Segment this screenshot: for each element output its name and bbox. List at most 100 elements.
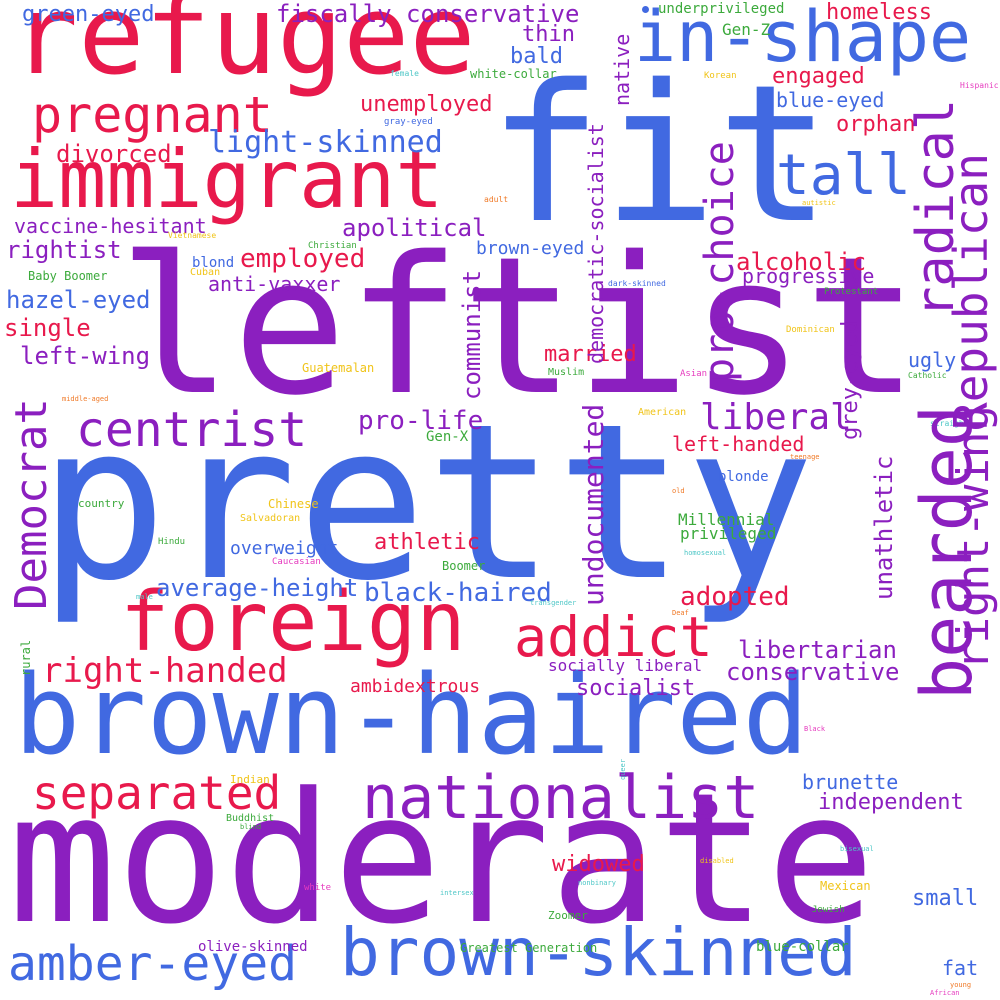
word-athletic: athletic (374, 530, 480, 555)
word-adult: adult (484, 195, 509, 204)
word-socially-liberal: socially liberal (548, 656, 703, 675)
word-country: country (78, 497, 125, 510)
word-unathletic: unathletic (870, 455, 898, 601)
word-foreign: foreign (120, 575, 466, 670)
word-hispanic: Hispanic (960, 81, 999, 90)
word-communist: communist (458, 269, 486, 400)
word-anti-vaxxer: anti-vaxxer (208, 272, 341, 296)
word-married: married (544, 342, 637, 367)
word-dominican: Dominican (786, 325, 835, 335)
word-socialist: socialist (576, 676, 696, 701)
word-bald: bald (510, 44, 563, 69)
word-overweight: overweight (230, 538, 339, 559)
word-centrist: centrist (76, 402, 308, 458)
word-muslim: Muslim (548, 367, 585, 378)
word-nationalist: nationalist (362, 763, 760, 833)
word-native: native (610, 33, 634, 106)
word-autistic: autistic (802, 199, 836, 207)
word-pro-choice: pro-choice (697, 141, 743, 382)
word-blue-collar: blue-collar (756, 939, 849, 955)
word-separated: separated (32, 766, 282, 820)
word-white-collar: white-collar (470, 67, 557, 81)
word-middle-aged: middle-aged (62, 395, 109, 403)
word-male: male (136, 593, 153, 601)
word-indian: Indian (230, 773, 270, 786)
word-adopted: adopted (680, 582, 790, 612)
word-average-height: average-height (156, 574, 359, 602)
word-african: African (930, 989, 960, 997)
word-ambidextrous: ambidextrous (350, 676, 481, 697)
word-teenage: teenage (790, 453, 820, 461)
word-old: old (672, 487, 685, 495)
word-american: American (638, 407, 687, 418)
word-brunette: brunette (802, 770, 899, 794)
word-disabled: disabled (700, 857, 734, 865)
word-buddhist: Buddhist (226, 813, 275, 824)
word-jewish: Jewish (812, 905, 845, 915)
word-young: young (950, 981, 972, 989)
word-cuban: Cuban (190, 267, 221, 278)
word-refugee: refugee (12, 0, 476, 99)
word-brown-eyed: brown-eyed (476, 238, 585, 259)
word-black-haired: black-haired (364, 578, 552, 608)
word-rural: rural (19, 639, 33, 676)
word-gen-x: Gen-X (426, 429, 469, 445)
word-hazel-eyed: hazel-eyed (6, 286, 151, 314)
word-pregnant: pregnant (32, 86, 273, 144)
word-dark-skinned: dark-skinned (608, 279, 666, 288)
word-rightist: rightist (6, 236, 122, 264)
word-democratic-socialist: democratic-socialist (584, 123, 608, 364)
word-light-skinned: light-skinned (208, 125, 443, 160)
word-intersex: intersex (440, 889, 474, 897)
word-single: single (4, 314, 91, 342)
word-conservative: conservative (726, 658, 900, 686)
word-female: female (390, 69, 419, 78)
word-ugly: ugly (908, 348, 957, 372)
word-black: Black (804, 725, 826, 733)
word-privileged: privileged (680, 524, 777, 543)
word-blond: blond (192, 255, 235, 271)
word-tall: tall (776, 143, 911, 208)
word-hindu: Hindu (158, 537, 186, 547)
word-salvadoran: Salvadoran (240, 513, 301, 524)
word-in-shape: in-shape (634, 0, 972, 78)
word-fat: fat (942, 956, 979, 980)
word-gen-z: Gen-Z (722, 20, 771, 39)
word-protestant: Protestant (824, 287, 879, 297)
word-orphan: orphan (836, 112, 916, 137)
word-blonde: blonde (718, 469, 769, 485)
word-right-wing: right-wing (948, 405, 999, 670)
word-blind: blind (240, 823, 262, 831)
word-engaged: engaged (772, 64, 865, 89)
word-gray-eyed: gray-eyed (384, 117, 433, 127)
word-progressive: progressive (742, 264, 875, 288)
word-fiscally-conservative: fiscally conservative (276, 0, 580, 28)
word-small: small (912, 886, 979, 911)
word-pretty: pretty (38, 377, 815, 628)
word-moderate: moderate (8, 755, 875, 964)
word-addict: addict (514, 605, 713, 669)
word-undocumented: undocumented (577, 403, 610, 606)
word-olive-skinned: olive-skinned (198, 939, 308, 955)
word-caucasian: Caucasian (272, 557, 321, 567)
word-left-handed: left-handed (672, 432, 805, 456)
word-bisexual: bisexual (840, 845, 874, 853)
word-millennial: Millennial (678, 510, 775, 529)
word-widowed: widowed (552, 852, 645, 877)
word-zoomer: Zoomer (548, 909, 588, 922)
word-white: white (304, 883, 332, 893)
word-queer-vertical: queer (619, 758, 627, 780)
word-green-eyed: green-eyed (22, 2, 155, 27)
word-thin: thin (522, 22, 575, 47)
word-homosexual: homosexual (684, 549, 727, 557)
word-libertarian: libertarian (738, 636, 897, 664)
word-immigrant: immigrant (10, 133, 444, 226)
word-unemployed: unemployed (360, 92, 493, 117)
word-transgender: transgender (530, 599, 577, 607)
dot-marker (642, 6, 649, 13)
word-brown-haired: brown-haired (14, 651, 809, 779)
word-liberal: liberal (700, 397, 852, 438)
word-nonbinary: nonbinary (578, 879, 616, 887)
word-democrat: Democrat (6, 398, 57, 610)
